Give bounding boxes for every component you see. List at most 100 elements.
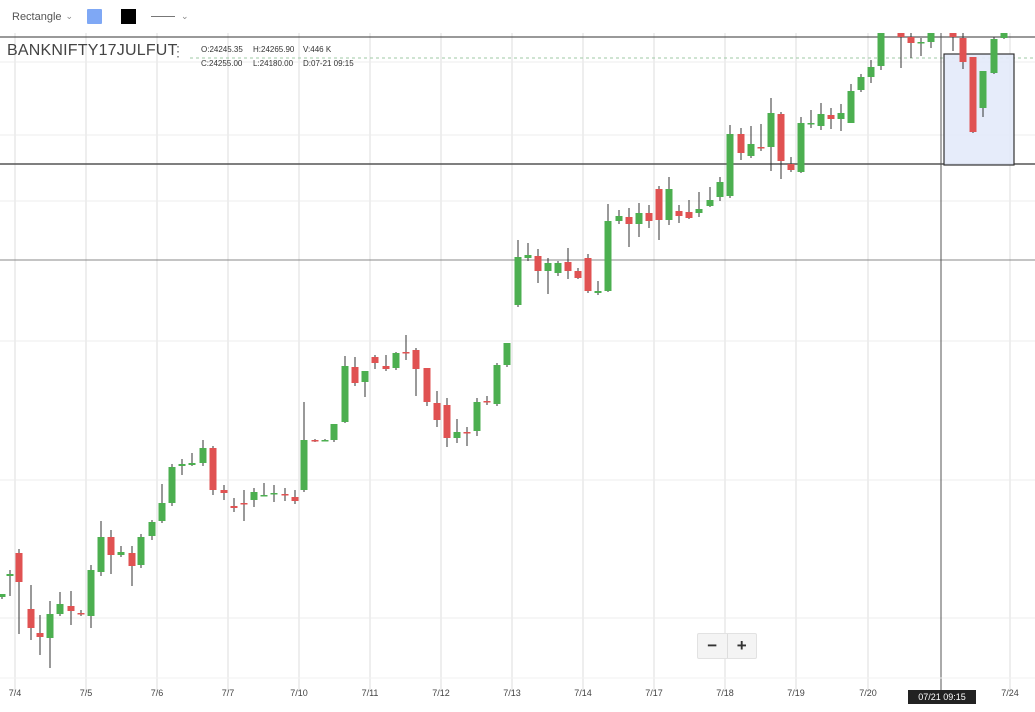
- candle-body: [412, 350, 420, 369]
- candle-body: [726, 134, 734, 196]
- ohlc-date: D:07-21 09:15: [303, 59, 354, 68]
- candle-body: [990, 39, 998, 73]
- fill-color-button[interactable]: [87, 0, 102, 33]
- candle-body: [757, 147, 765, 149]
- candle-body: [341, 366, 349, 422]
- drawing-toolbar: Rectangle ⌄ ⌄: [0, 0, 1035, 33]
- candle-body: [917, 42, 925, 44]
- candle-body: [857, 77, 865, 90]
- x-axis-tick-label: 7/17: [645, 688, 663, 698]
- chevron-down-icon: ⌄: [65, 11, 74, 21]
- candle-body: [168, 467, 176, 503]
- candle-body: [0, 594, 6, 597]
- candle-body: [291, 497, 299, 501]
- candle-body: [787, 164, 795, 170]
- candle-body: [503, 343, 511, 365]
- candle-body: [695, 209, 703, 213]
- candle-body: [969, 57, 977, 132]
- zoom-out-button[interactable]: −: [707, 636, 718, 655]
- candle-body: [594, 291, 602, 293]
- chevron-down-icon: ⌄: [181, 11, 189, 21]
- candle-body: [907, 37, 915, 43]
- candle-body: [209, 448, 217, 490]
- candle-body: [46, 614, 54, 638]
- candle-body: [716, 182, 724, 197]
- zoom-controls: − +: [697, 633, 757, 659]
- more-options-icon[interactable]: ⋮: [171, 43, 185, 59]
- x-axis-tick-label: 7/20: [859, 688, 877, 698]
- x-axis-tick-label: 7/13: [503, 688, 521, 698]
- candle-body: [137, 537, 145, 565]
- candle-body: [544, 263, 552, 271]
- candle-body: [311, 440, 319, 442]
- candle-body: [777, 114, 785, 161]
- symbol-label: BANKNIFTY17JULFUT: [7, 42, 178, 59]
- ohlc-open: O:24245.35: [201, 45, 243, 54]
- price-chart[interactable]: [0, 33, 1035, 712]
- x-axis-tick-label: 7/11: [361, 688, 379, 698]
- candle-body: [827, 115, 835, 119]
- x-axis-tick-label: 7/19: [787, 688, 805, 698]
- candle-body: [867, 67, 875, 77]
- ohlc-close: C:24255.00: [201, 59, 243, 68]
- candle-body: [199, 448, 207, 463]
- ohlc-low: L:24180.00: [253, 59, 294, 68]
- candle-body: [473, 402, 481, 431]
- ohlc-volume: V:446 K: [303, 45, 332, 54]
- candle-body: [635, 213, 643, 224]
- candle-body: [615, 216, 623, 221]
- candle-body: [148, 522, 156, 536]
- candle-body: [382, 366, 390, 369]
- shape-label: Rectangle: [12, 10, 62, 23]
- candle-body: [351, 367, 359, 383]
- candle-body: [240, 503, 248, 505]
- x-axis-tick-label: 7/18: [716, 688, 734, 698]
- candle-body: [87, 570, 95, 616]
- candle-body: [158, 503, 166, 521]
- candle-body: [959, 38, 967, 62]
- crosshair-time-label: 07/21 09:15: [908, 690, 976, 704]
- candle-body: [817, 114, 825, 126]
- candle-body: [897, 33, 905, 37]
- line-style-dropdown[interactable]: ⌄: [151, 0, 189, 33]
- candle-body: [847, 91, 855, 123]
- candle-body: [747, 144, 755, 156]
- candle-body: [604, 221, 612, 291]
- candle-body: [27, 609, 35, 628]
- candle-body: [97, 537, 105, 572]
- candle-body: [564, 262, 572, 271]
- candle-body: [927, 33, 935, 42]
- x-axis-tick-label: 7/5: [79, 688, 93, 698]
- shape-dropdown[interactable]: Rectangle ⌄: [12, 0, 73, 33]
- candle-body: [117, 552, 125, 555]
- candle-body: [361, 371, 369, 382]
- candle-body: [685, 212, 693, 218]
- candle-body: [554, 263, 562, 273]
- candle-body: [433, 403, 441, 420]
- candle-body: [107, 537, 115, 555]
- candle-body: [371, 357, 379, 363]
- x-axis-tick-label: 7/6: [150, 688, 164, 698]
- candle-body: [36, 633, 44, 637]
- candle-body: [767, 113, 775, 147]
- x-axis-tick-label: 7/24: [1001, 688, 1019, 698]
- x-axis-tick-label: 7/14: [574, 688, 592, 698]
- candle-body: [270, 493, 278, 495]
- candle-body: [220, 490, 228, 493]
- stroke-color-button[interactable]: [121, 0, 136, 33]
- candle-body: [281, 494, 289, 496]
- candle-body: [949, 33, 957, 37]
- x-axis-tick-label: 7/10: [290, 688, 308, 698]
- candle-body: [797, 123, 805, 172]
- candle-body: [463, 432, 471, 434]
- fill-swatch: [87, 9, 102, 24]
- x-axis-tick-label: 7/12: [432, 688, 450, 698]
- candle-body: [675, 211, 683, 216]
- zoom-in-button[interactable]: +: [736, 636, 747, 655]
- candle-body: [453, 432, 461, 438]
- candle-body: [128, 553, 136, 566]
- candle-body: [655, 189, 663, 220]
- candle-body: [260, 495, 268, 497]
- candle-body: [877, 33, 885, 66]
- candle-body: [230, 506, 238, 508]
